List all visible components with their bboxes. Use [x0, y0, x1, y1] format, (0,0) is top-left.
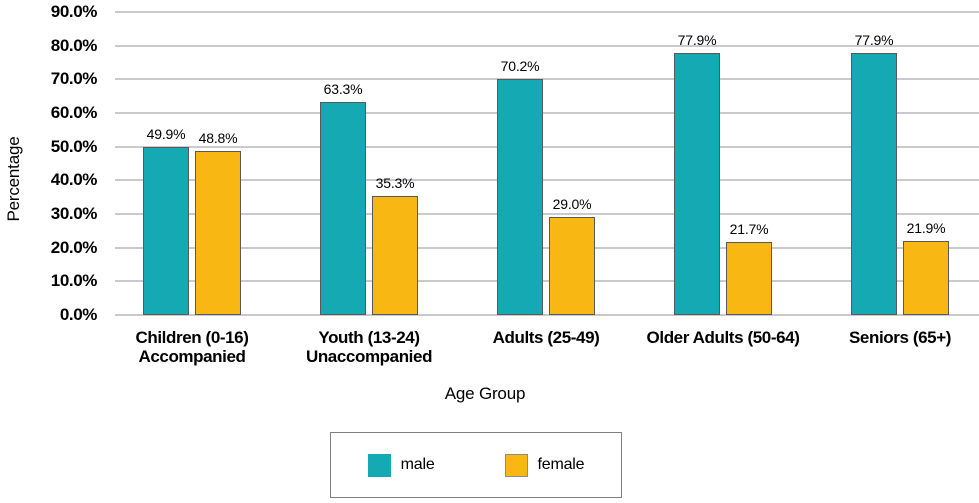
- bar-male: [320, 101, 366, 315]
- male-swatch-icon: [367, 453, 391, 477]
- bar-value-label-male: 49.9%: [146, 126, 186, 142]
- gridline: [115, 179, 979, 182]
- y-axis-tick-label: 10.0%: [50, 271, 98, 291]
- y-axis-tick-label: 70.0%: [50, 69, 98, 89]
- bar-female: [726, 241, 772, 315]
- bar-value-label-male: 63.3%: [323, 80, 363, 97]
- legend: male female: [330, 432, 622, 498]
- bar-female: [195, 150, 241, 315]
- y-axis-tick-label: 0.0%: [59, 305, 98, 324]
- bar-female: [903, 241, 949, 315]
- legend-label-male: male: [400, 456, 435, 473]
- category-label: Older Adults (50-64): [646, 328, 800, 347]
- y-axis-tick-label: 40.0%: [50, 170, 98, 190]
- female-swatch-icon: [504, 453, 528, 477]
- bar-value-label-female: 21.7%: [729, 220, 769, 237]
- bar-male: [674, 52, 720, 315]
- category-label: Youth (13-24) Unaccompanied: [305, 328, 433, 366]
- bar-female: [372, 196, 418, 315]
- bar-value-label-female: 35.3%: [375, 175, 415, 192]
- y-axis-tick-label: 20.0%: [50, 237, 98, 257]
- gridline: [115, 213, 979, 215]
- y-axis-tick-label: 60.0%: [50, 103, 98, 122]
- y-axis-tick-label: 30.0%: [50, 204, 98, 223]
- category-label: Seniors (65+): [848, 328, 952, 347]
- x-axis-title: Age Group: [444, 384, 526, 403]
- bar-value-label-female: 21.9%: [906, 220, 946, 237]
- gridline: [115, 112, 979, 114]
- bar-female: [549, 217, 595, 315]
- gridline: [115, 44, 979, 47]
- bar-male: [143, 147, 189, 315]
- legend-item-male: male: [367, 453, 435, 477]
- y-axis-tick-label: 90.0%: [50, 2, 98, 21]
- bar-value-label-female: 48.8%: [198, 129, 238, 146]
- bar-value-label-male: 77.9%: [677, 31, 717, 48]
- gridline: [115, 314, 979, 316]
- gridline: [115, 11, 979, 13]
- bar-male: [497, 78, 543, 315]
- bar-value-label-female: 29.0%: [552, 196, 592, 213]
- y-axis-tick-label: 50.0%: [50, 136, 98, 156]
- category-label: Adults (25-49): [492, 328, 600, 347]
- gridline: [115, 78, 979, 81]
- gridline: [115, 280, 979, 283]
- y-axis-tick-label: 80.0%: [50, 35, 98, 55]
- gridline: [115, 246, 979, 249]
- category-label: Children (0-16) Accompanied: [135, 328, 249, 366]
- bar-male: [851, 52, 897, 315]
- legend-item-female: female: [504, 453, 585, 477]
- bar-value-label-male: 70.2%: [500, 57, 540, 74]
- bar-value-label-male: 77.9%: [854, 31, 894, 48]
- gridline: [115, 145, 979, 148]
- legend-label-female: female: [537, 456, 585, 473]
